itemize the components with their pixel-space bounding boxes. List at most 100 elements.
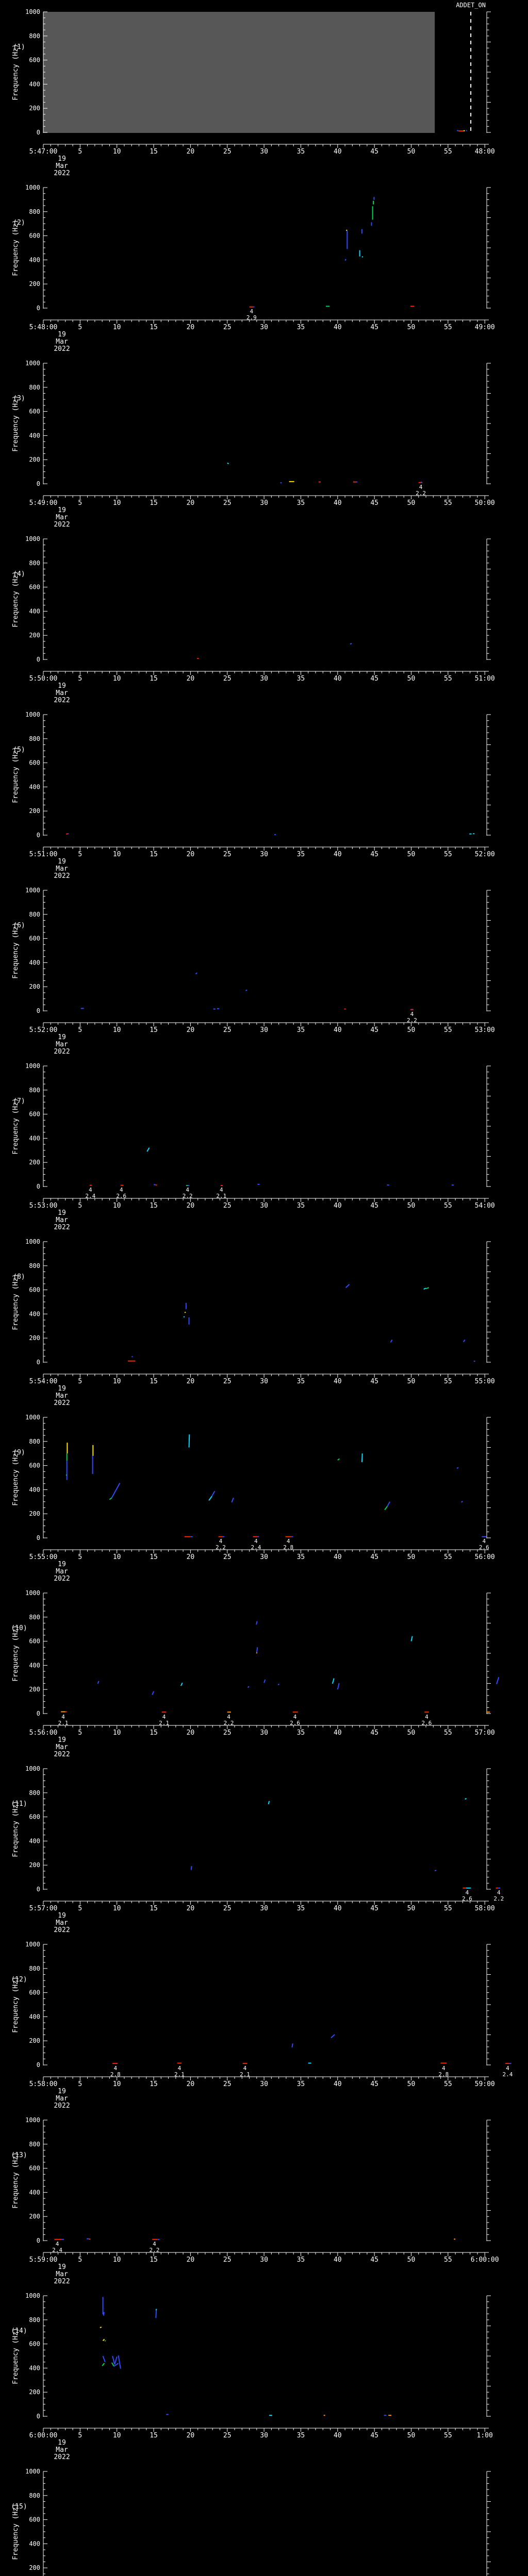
x-tick-label: 10 xyxy=(113,1553,121,1561)
spectrogram-panel-10: 0 200 400 600 800 1000 5 10 15 20 25 30 35 40 45 50 55 5:… xyxy=(11,1589,500,1757)
x-start-time: 5:55:00 xyxy=(29,1553,58,1561)
x-tick-label: 50 xyxy=(407,1905,416,1912)
addet-on-label: ADDET_ON xyxy=(456,2,486,9)
detection-mark xyxy=(111,2362,114,2367)
y-tick-label: 600 xyxy=(29,57,40,64)
date-line: 2022 xyxy=(54,2453,70,2460)
y-axis-title: Frequency (Hz) xyxy=(12,2152,20,2209)
x-tick-label: 10 xyxy=(113,499,121,507)
x-end-time: 55:00 xyxy=(475,1378,495,1385)
y-tick-label: 800 xyxy=(29,2141,40,2148)
det-value: 2.4 xyxy=(52,2247,62,2253)
detection-mark xyxy=(188,1434,190,1448)
panel-number: (7) xyxy=(13,1097,25,1105)
detection-mark xyxy=(387,1501,390,1507)
x-tick-label: 25 xyxy=(223,1729,232,1737)
detection-mark xyxy=(247,1686,250,1688)
x-tick-label: 15 xyxy=(150,499,158,507)
y-tick-label: 800 xyxy=(29,1789,40,1797)
detection-mark xyxy=(102,2355,106,2363)
detection-mark xyxy=(337,1458,340,1461)
x-tick-label: 55 xyxy=(444,148,452,156)
det-count: 4 xyxy=(254,1538,258,1545)
x-end-time: 1:00 xyxy=(477,2432,493,2439)
spectrogram-panel-6: 0 200 400 600 800 1000 5 10 15 20 25 30 35 40 45 50 55 5:… xyxy=(12,887,495,1054)
det-value: 2.1 xyxy=(174,2071,185,2078)
x-tick-label: 55 xyxy=(444,2432,452,2439)
detection-mark xyxy=(102,2363,105,2366)
detection-mark xyxy=(111,1483,121,1498)
x-tick-label: 55 xyxy=(444,1905,452,1912)
x-tick-label: 45 xyxy=(370,2256,378,2264)
x-tick-label: 45 xyxy=(370,324,378,331)
x-tick-label: 30 xyxy=(260,148,268,156)
y-axis-title: Frequency (Hz) xyxy=(12,1274,20,1330)
y-tick-label: 800 xyxy=(29,1614,40,1621)
x-tick-label: 30 xyxy=(260,499,268,507)
y-tick-label: 1000 xyxy=(25,1765,40,1772)
x-tick-label: 50 xyxy=(407,2080,416,2088)
y-tick-label: 0 xyxy=(37,656,40,663)
x-tick-label: 45 xyxy=(370,2432,378,2439)
x-tick-label: 45 xyxy=(370,1026,378,1034)
x-tick-label: 35 xyxy=(297,675,305,683)
detection-mark xyxy=(208,1496,212,1501)
x-tick-label: 30 xyxy=(260,1202,268,1210)
y-tick-label: 1000 xyxy=(25,184,40,191)
date-line: 19 xyxy=(58,1736,66,1744)
date-line: 19 xyxy=(58,2439,66,2447)
x-tick-label: 35 xyxy=(297,2080,305,2088)
x-tick-label: 25 xyxy=(223,2256,232,2264)
x-tick-label: 5 xyxy=(78,1202,82,1210)
detection-mark xyxy=(118,2355,121,2369)
det-count: 4 xyxy=(178,2065,182,2072)
x-tick-label: 20 xyxy=(187,1729,195,1737)
x-tick-label: 20 xyxy=(187,2080,195,2088)
det-value: 2.6 xyxy=(462,1895,472,1902)
x-tick-label: 5 xyxy=(78,2080,82,2088)
x-tick-label: 40 xyxy=(334,1202,342,1210)
x-end-time: 52:00 xyxy=(475,851,495,858)
det-count: 4 xyxy=(497,1889,501,1896)
x-tick-label: 15 xyxy=(150,2080,158,2088)
x-tick-label: 35 xyxy=(297,499,305,507)
date-line: 2022 xyxy=(54,170,70,176)
spectrogram-panel-8: 0 200 400 600 800 1000 5 10 15 20 25 30 35 40 45 50 55 5:… xyxy=(12,1238,495,1405)
detection-mark xyxy=(423,1287,426,1290)
panel-number: (10) xyxy=(11,1624,27,1632)
y-axis-title: Frequency (Hz) xyxy=(12,571,20,628)
x-tick-label: 55 xyxy=(444,1378,452,1385)
x-tick-label: 5 xyxy=(78,1905,82,1912)
detection-mark xyxy=(277,1683,280,1686)
date-line: 2022 xyxy=(54,1575,70,1581)
y-tick-label: 800 xyxy=(29,560,40,567)
x-tick-label: 40 xyxy=(334,851,342,858)
y-tick-label: 200 xyxy=(29,1861,40,1869)
spectrogram-panel-5: 0 200 400 600 800 1000 5 10 15 20 25 30 35 40 45 50 55 5:… xyxy=(12,711,495,878)
detection-mark xyxy=(344,259,346,261)
x-tick-label: 50 xyxy=(407,1378,416,1385)
x-tick-label: 15 xyxy=(150,1202,158,1210)
x-tick-label: 40 xyxy=(334,499,342,507)
x-tick-label: 15 xyxy=(150,1729,158,1737)
x-tick-label: 25 xyxy=(223,2080,232,2088)
det-count: 4 xyxy=(287,1538,290,1545)
x-tick-label: 45 xyxy=(370,675,378,683)
x-tick-label: 20 xyxy=(187,2256,195,2264)
date-line: 2022 xyxy=(54,1048,70,1054)
detection-mark xyxy=(184,1311,186,1313)
y-tick-label: 1000 xyxy=(25,360,40,367)
date-line: 19 xyxy=(58,1209,66,1217)
y-tick-label: 1000 xyxy=(25,8,40,15)
det-value: 2.1 xyxy=(159,1720,169,1726)
y-tick-label: 600 xyxy=(29,1111,40,1118)
x-tick-label: 35 xyxy=(297,1729,305,1737)
x-tick-label: 25 xyxy=(223,324,232,331)
detection-mark xyxy=(109,1497,112,1500)
x-tick-label: 50 xyxy=(407,851,416,858)
y-tick-label: 0 xyxy=(37,2061,40,2069)
y-tick-label: 600 xyxy=(29,584,40,591)
x-tick-label: 55 xyxy=(444,675,452,683)
y-tick-label: 600 xyxy=(29,935,40,942)
